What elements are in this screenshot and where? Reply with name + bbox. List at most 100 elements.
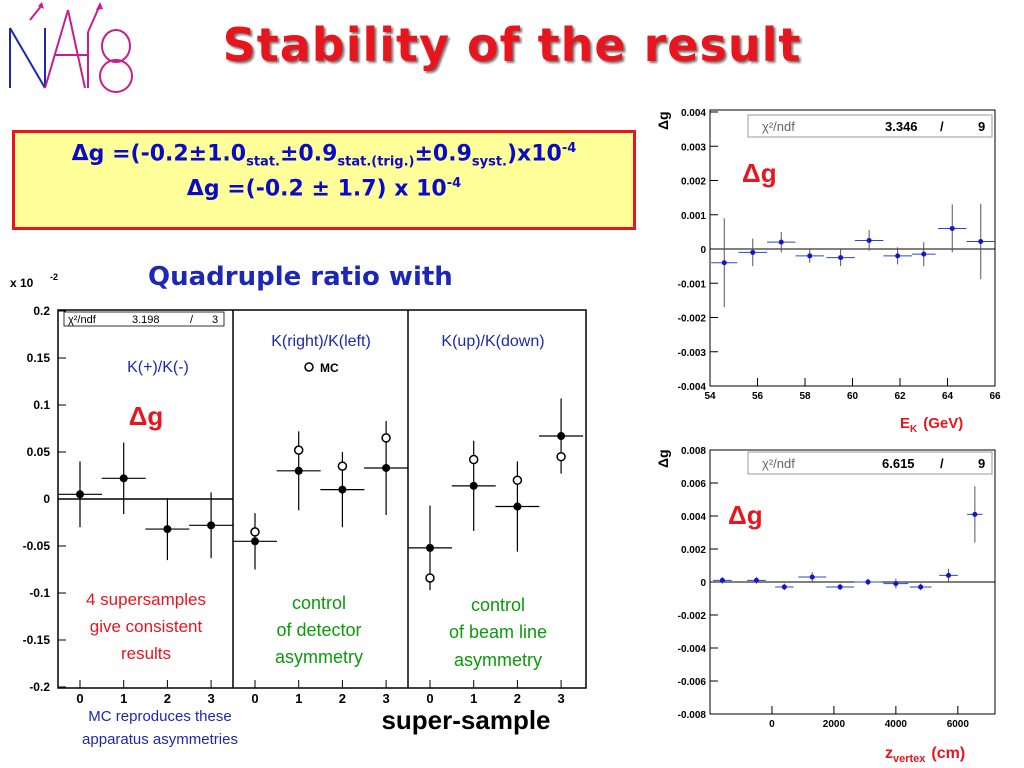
mc-caption-line-2: apparatus asymmetries bbox=[82, 731, 238, 748]
rb-ytick-label: 0 bbox=[700, 578, 706, 589]
data-point bbox=[557, 432, 566, 441]
stat-subscript: stat. bbox=[246, 154, 280, 170]
rt-data-point bbox=[807, 253, 813, 259]
mc-point bbox=[293, 445, 304, 455]
result-line-1-prefix: Δg =(-0.2±1.0 bbox=[71, 141, 247, 167]
result-box: Δg =(-0.2±1.0stat.±0.9stat.(trig.)±0.9sy… bbox=[12, 130, 636, 230]
rt-data-point bbox=[978, 238, 984, 244]
mc-point bbox=[337, 461, 348, 471]
rb-ytick-label: 0.002 bbox=[681, 545, 706, 556]
rb-ytick-label: -0.002 bbox=[678, 611, 707, 622]
rb-xtick-label: 6000 bbox=[947, 719, 970, 730]
rt-ytick-label: 0.002 bbox=[681, 177, 706, 188]
mc-point bbox=[381, 433, 391, 443]
dg-label-top: Δg bbox=[742, 158, 777, 188]
rt-fit-box-frame bbox=[747, 114, 993, 138]
rt-ytick-label: -0.003 bbox=[678, 348, 707, 359]
mc-point bbox=[468, 454, 479, 465]
rb-ytick-label: -0.004 bbox=[678, 644, 707, 655]
data-point bbox=[294, 466, 303, 475]
annotation-2-line-1: control bbox=[292, 593, 346, 613]
left-xtick-label: 0 bbox=[76, 691, 83, 706]
rb-data-point bbox=[781, 584, 787, 590]
left-xtick-label: 3 bbox=[557, 691, 564, 706]
left-ytick-label: 0.05 bbox=[27, 445, 51, 459]
data-point bbox=[207, 521, 216, 530]
rb-data-points bbox=[713, 486, 983, 591]
rt-xlabel-unit: (GeV) bbox=[923, 415, 963, 432]
rt-xtick-label: 62 bbox=[894, 391, 906, 402]
rt-ytick-label: 0.003 bbox=[681, 142, 706, 153]
left-ytick-label: -0.15 bbox=[23, 633, 51, 647]
rt-ytick-label: 0.001 bbox=[681, 211, 706, 222]
left-fit-ndf: 3 bbox=[212, 314, 218, 326]
annotation-3-line-2: of beam line bbox=[449, 622, 547, 642]
annotation-3-line-1: control bbox=[471, 595, 525, 615]
annotation-1-line-3: results bbox=[121, 644, 171, 663]
left-xtick-label: 1 bbox=[120, 691, 127, 706]
rt-ytick-label: -0.002 bbox=[678, 314, 707, 325]
result-line-1-tail: )x10 bbox=[507, 141, 562, 167]
rb-ylabel: Δg bbox=[655, 449, 671, 468]
mc-point bbox=[250, 527, 260, 537]
na48-logo bbox=[9, 2, 133, 93]
rb-xlabel-unit: (cm) bbox=[931, 745, 965, 762]
left-xtick-label: 0 bbox=[251, 691, 258, 706]
rt-xtick-label: 58 bbox=[799, 391, 811, 402]
rt-xtick-label: 56 bbox=[752, 391, 764, 402]
rb-xlabel-main: z bbox=[885, 745, 893, 762]
quadruple-title: Quadruple ratio with bbox=[148, 262, 453, 292]
data-point bbox=[382, 463, 391, 472]
dg-label-bottom: Δg bbox=[728, 500, 763, 530]
rt-xlabel-main: E bbox=[900, 415, 910, 432]
annotation-2-line-3: asymmetry bbox=[275, 647, 363, 667]
rt-data-point bbox=[778, 239, 784, 245]
data-point bbox=[251, 537, 259, 546]
panel-label-up-down: K(up)/K(down) bbox=[441, 333, 544, 350]
mc-point bbox=[425, 573, 435, 583]
rt-data-point bbox=[838, 255, 844, 261]
rb-xtick-label: 0 bbox=[769, 719, 775, 730]
rb-data-point bbox=[972, 511, 978, 517]
dg-vs-zvertex-chart: χ²/ndf 6.615 / 9 Δg Δg zvertex (cm) 0.008… bbox=[655, 446, 996, 765]
left-axes: 0.2 0.15 0.1 0.05 0 -0.05 -0.1 -0.15 -0.2 0 1 2 3 0 1 2… bbox=[23, 304, 565, 706]
scale-exponent: -2 bbox=[50, 272, 58, 282]
mc-legend-label: MC bbox=[320, 361, 339, 375]
left-fit-box: χ²/ndf 3.198 / 3 bbox=[63, 311, 225, 327]
rt-xtick-label: 66 bbox=[989, 391, 1001, 402]
rt-data-point bbox=[895, 253, 901, 259]
left-fit-value: 3.198 bbox=[132, 314, 160, 326]
rt-xlabel: EK (GeV) bbox=[900, 415, 963, 435]
rb-data-point bbox=[719, 577, 725, 583]
rb-xlabel: zvertex (cm) bbox=[885, 745, 965, 765]
rt-fit-ndf: 9 bbox=[978, 119, 985, 134]
rt-axes: 0.004 0.003 0.002 0.001 0 -0.001 -0.002 -0.003 -… bbox=[678, 108, 1001, 402]
rb-ytick-label: 0.006 bbox=[681, 479, 706, 490]
quadruple-ratio-chart: x 10 -2 χ²/ndf 3.198 / 3 K(+)/K(-) K(rig… bbox=[10, 272, 587, 748]
rb-data-point bbox=[893, 581, 899, 587]
rb-fit-value: 6.615 bbox=[882, 456, 915, 471]
rt-ytick-label: 0.004 bbox=[681, 108, 706, 119]
rt-fit-box: χ²/ndf 3.346 / 9 bbox=[747, 114, 993, 138]
left-ytick-label: 0 bbox=[43, 492, 50, 506]
left-xtick-label: 1 bbox=[470, 691, 477, 706]
annotation-3-line-3: asymmetry bbox=[454, 650, 542, 670]
rt-fit-value: 3.346 bbox=[885, 119, 918, 134]
rb-data-point bbox=[753, 577, 759, 583]
rb-fit-box-frame bbox=[747, 451, 993, 475]
result-line-2-exp: -4 bbox=[446, 175, 462, 191]
left-xtick-label: 2 bbox=[164, 691, 171, 706]
rt-data-point bbox=[949, 225, 955, 231]
mc-legend-marker bbox=[304, 362, 314, 372]
rb-ytick-label: -0.008 bbox=[678, 710, 707, 721]
left-ytick-label: 0.1 bbox=[33, 398, 50, 412]
rb-data-point bbox=[946, 572, 952, 578]
annotation-1-line-1: 4 supersamples bbox=[86, 590, 206, 609]
data-point bbox=[76, 490, 84, 499]
result-line-1-mid2: ±0.9 bbox=[414, 141, 472, 167]
result-line-2-text: Δg =(-0.2 ± 1.7) x 10 bbox=[186, 176, 447, 202]
left-xlabel: super-sample bbox=[381, 705, 550, 735]
left-xtick-label: 1 bbox=[295, 691, 302, 706]
rt-xtick-label: 60 bbox=[847, 391, 859, 402]
left-annotations: 4 supersamples give consistent results c… bbox=[86, 590, 547, 670]
